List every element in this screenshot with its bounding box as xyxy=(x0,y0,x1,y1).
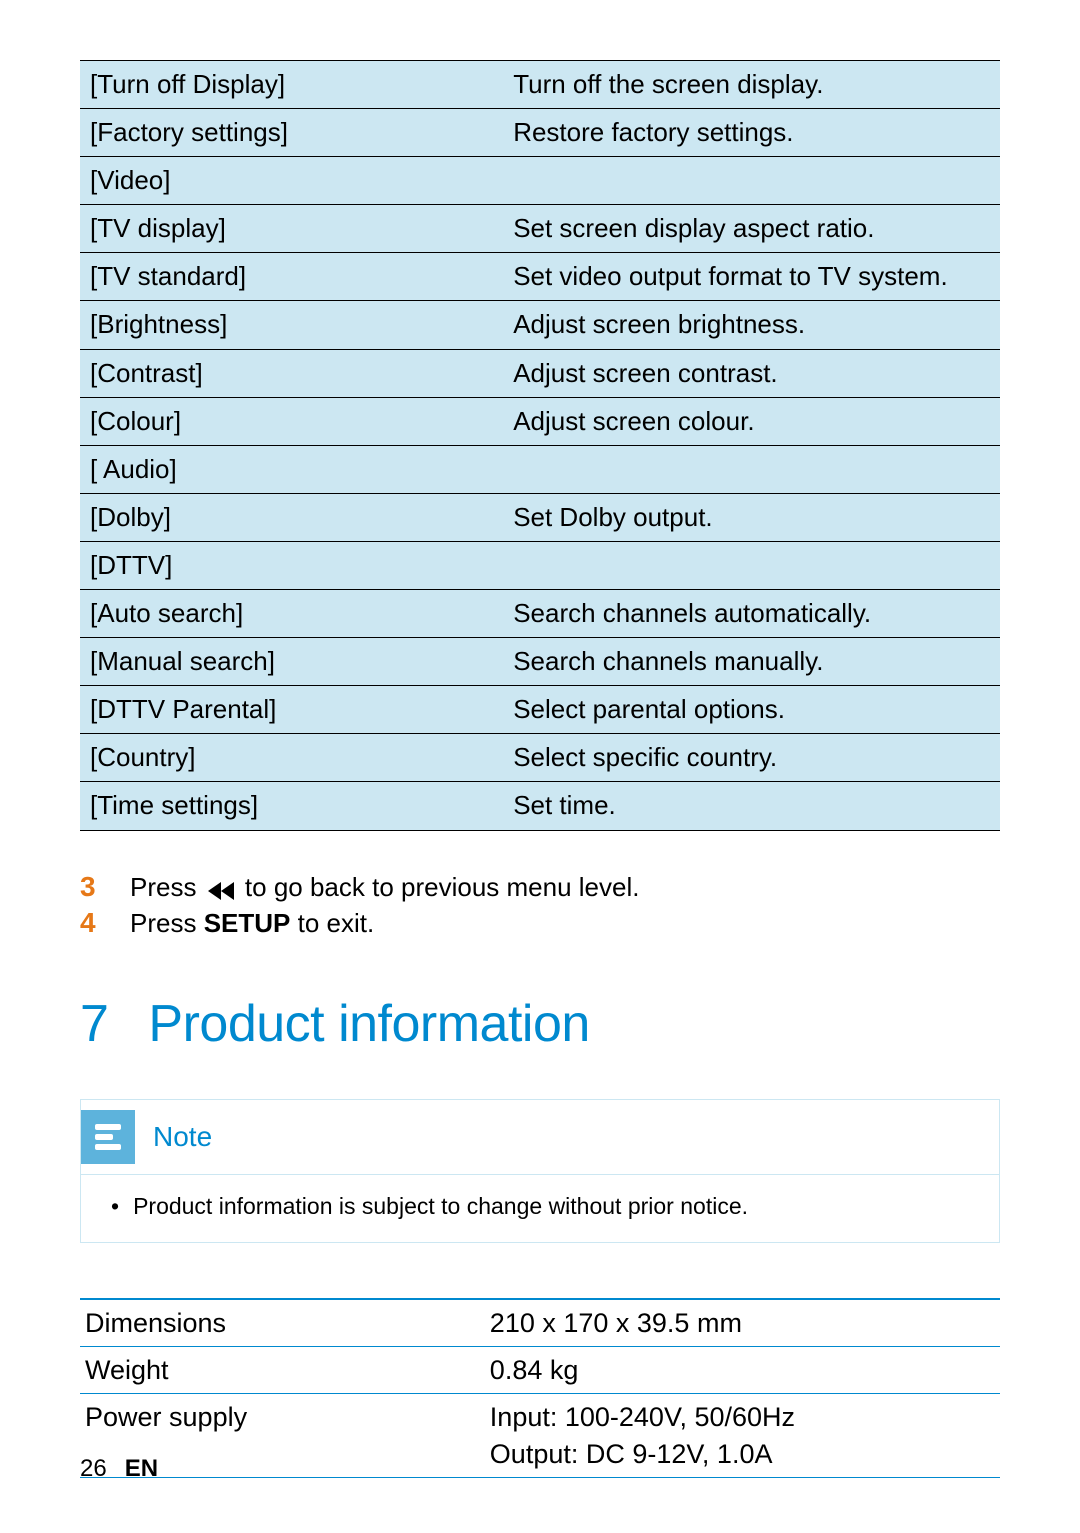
note-bullet: • Product information is subject to chan… xyxy=(111,1193,969,1220)
table-row: [DTTV Parental]Select parental options. xyxy=(80,686,1000,734)
table-row: [Video] xyxy=(80,157,1000,205)
spec-value: Input: 100-240V, 50/60Hz Output: DC 9-12… xyxy=(485,1394,1000,1478)
spec-value: 210 x 170 x 39.5 mm xyxy=(485,1299,1000,1347)
step-3: 3 Press to go back to previous menu leve… xyxy=(80,871,1000,903)
rewind-icon xyxy=(204,878,238,900)
setting-label: [Brightness] xyxy=(80,301,503,349)
section-title: Product information xyxy=(148,995,589,1053)
note-icon xyxy=(81,1110,135,1164)
note-label: Note xyxy=(153,1121,212,1153)
note-body: • Product information is subject to chan… xyxy=(81,1174,999,1242)
table-row: [Auto search]Search channels automatical… xyxy=(80,590,1000,638)
table-row: [Time settings]Set time. xyxy=(80,782,1000,830)
table-row: Dimensions210 x 170 x 39.5 mm xyxy=(80,1299,1000,1347)
setting-label: [Time settings] xyxy=(80,782,503,830)
setting-desc: Search channels manually. xyxy=(503,638,1000,686)
setting-label: [DTTV] xyxy=(80,541,503,589)
spec-value: 0.84 kg xyxy=(485,1346,1000,1393)
table-row: [Turn off Display]Turn off the screen di… xyxy=(80,61,1000,109)
step-number: 3 xyxy=(80,871,130,903)
setting-label: [Turn off Display] xyxy=(80,61,503,109)
settings-table-body: [Turn off Display]Turn off the screen di… xyxy=(80,61,1000,831)
setting-label: [DTTV Parental] xyxy=(80,686,503,734)
setting-label: [Factory settings] xyxy=(80,109,503,157)
setting-desc: Select specific country. xyxy=(503,734,1000,782)
table-row: [TV display]Set screen display aspect ra… xyxy=(80,205,1000,253)
spec-table: Dimensions210 x 170 x 39.5 mmWeight0.84 … xyxy=(80,1298,1000,1479)
instruction-steps: 3 Press to go back to previous menu leve… xyxy=(80,871,1000,939)
setting-label: [TV display] xyxy=(80,205,503,253)
setting-desc: Restore factory settings. xyxy=(503,109,1000,157)
setting-desc: Search channels automatically. xyxy=(503,590,1000,638)
table-row: [Country]Select specific country. xyxy=(80,734,1000,782)
table-row: [Brightness]Adjust screen brightness. xyxy=(80,301,1000,349)
table-row: [Dolby]Set Dolby output. xyxy=(80,493,1000,541)
setting-desc xyxy=(503,157,1000,205)
setting-label: [Manual search] xyxy=(80,638,503,686)
setting-label: [ Audio] xyxy=(80,445,503,493)
page-number: 26 xyxy=(80,1455,107,1482)
setting-desc: Adjust screen brightness. xyxy=(503,301,1000,349)
setting-label: [Colour] xyxy=(80,397,503,445)
table-row: Power supplyInput: 100-240V, 50/60Hz Out… xyxy=(80,1394,1000,1478)
page-footer: 26 EN xyxy=(80,1455,158,1483)
settings-table: [Turn off Display]Turn off the screen di… xyxy=(80,60,1000,831)
setting-desc xyxy=(503,445,1000,493)
setting-desc xyxy=(503,541,1000,589)
spec-table-body: Dimensions210 x 170 x 39.5 mmWeight0.84 … xyxy=(80,1299,1000,1478)
table-row: [TV standard]Set video output format to … xyxy=(80,253,1000,301)
step-text: Press to go back to previous menu level. xyxy=(130,872,639,903)
table-row: [Contrast]Adjust screen contrast. xyxy=(80,349,1000,397)
setting-desc: Adjust screen colour. xyxy=(503,397,1000,445)
setting-label: [Dolby] xyxy=(80,493,503,541)
table-row: [DTTV] xyxy=(80,541,1000,589)
setting-desc: Adjust screen contrast. xyxy=(503,349,1000,397)
note-box: Note • Product information is subject to… xyxy=(80,1099,1000,1243)
setting-label: [TV standard] xyxy=(80,253,503,301)
setting-label: [Auto search] xyxy=(80,590,503,638)
spec-label: Dimensions xyxy=(80,1299,485,1347)
step-4: 4 Press SETUP to exit. xyxy=(80,907,1000,939)
table-row: [Manual search]Search channels manually. xyxy=(80,638,1000,686)
setting-desc: Select parental options. xyxy=(503,686,1000,734)
table-row: [Colour]Adjust screen colour. xyxy=(80,397,1000,445)
spec-label: Weight xyxy=(80,1346,485,1393)
step-number: 4 xyxy=(80,907,130,939)
setting-desc: Turn off the screen display. xyxy=(503,61,1000,109)
setting-label: [Contrast] xyxy=(80,349,503,397)
note-header: Note xyxy=(81,1100,999,1174)
setting-label: [Country] xyxy=(80,734,503,782)
language-code: EN xyxy=(125,1455,158,1482)
table-row: [ Audio] xyxy=(80,445,1000,493)
setting-desc: Set screen display aspect ratio. xyxy=(503,205,1000,253)
setting-desc: Set video output format to TV system. xyxy=(503,253,1000,301)
step-text: Press SETUP to exit. xyxy=(130,908,374,939)
setting-desc: Set Dolby output. xyxy=(503,493,1000,541)
setting-desc: Set time. xyxy=(503,782,1000,830)
table-row: Weight0.84 kg xyxy=(80,1346,1000,1393)
section-number: 7 xyxy=(80,995,108,1053)
table-row: [Factory settings]Restore factory settin… xyxy=(80,109,1000,157)
section-heading: 7 Product information xyxy=(80,994,1000,1054)
setting-label: [Video] xyxy=(80,157,503,205)
